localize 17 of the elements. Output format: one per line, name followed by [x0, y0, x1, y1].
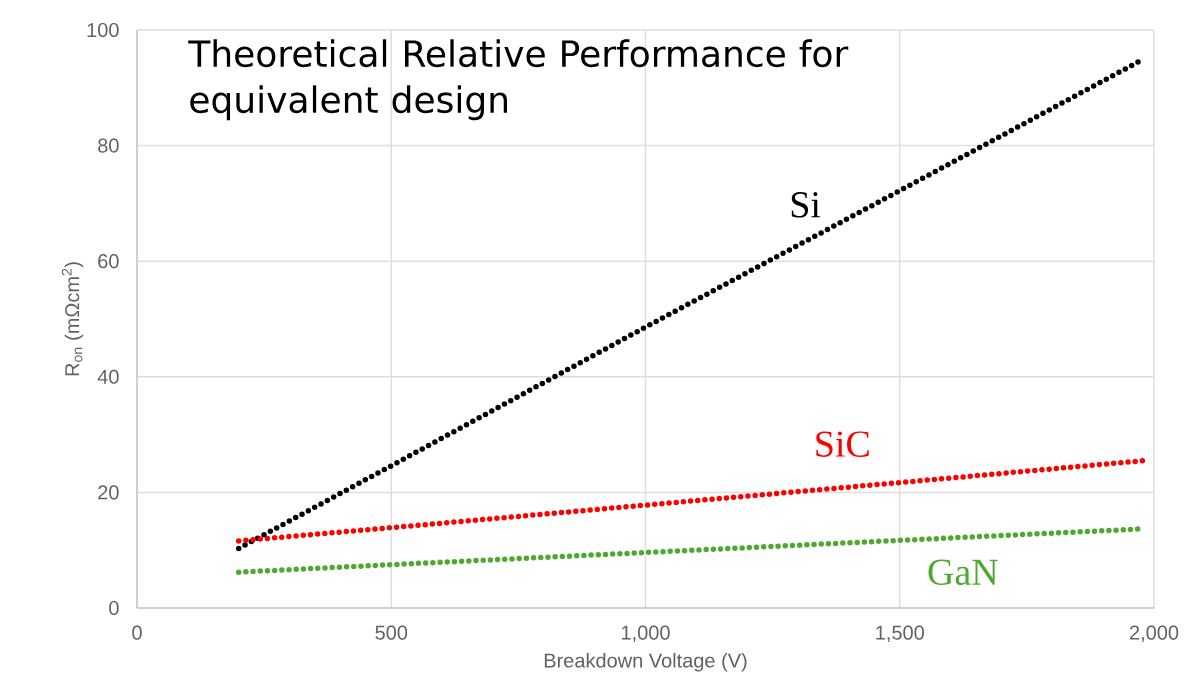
text: Theoretical Relative Performance for equivalent design — [188, 39, 849, 121]
x-tick-label: 500 — [375, 625, 408, 640]
y-tick-label: 20 — [98, 485, 119, 500]
series-label: SiC — [816, 431, 869, 457]
y-tick-label: 100 — [87, 22, 119, 38]
x-tick-label: 1,500 — [876, 625, 924, 643]
y-tick-label: 0 — [109, 600, 119, 616]
y-axis-title: R$_{on}$ (mΩcm$^{2}$) — [61, 262, 84, 376]
y-tick-label: 80 — [98, 138, 119, 153]
x-axis-title: Breakdown Voltage (V) — [544, 652, 747, 672]
y-tick-label: 40 — [97, 369, 119, 384]
series-label: GaN — [928, 559, 998, 586]
x-tick-label: 0 — [132, 625, 142, 640]
y-tick-label: 60 — [98, 254, 119, 269]
x-tick-label: 1,000 — [622, 625, 670, 643]
series-label: Si — [791, 192, 821, 218]
x-tick-label: 2,000 — [1129, 625, 1179, 643]
